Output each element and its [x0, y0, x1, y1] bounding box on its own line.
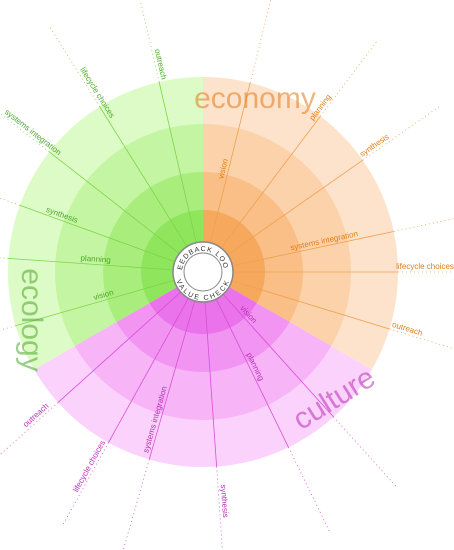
ray: [232, 231, 394, 267]
ray-label: planning: [80, 254, 111, 265]
ray-dotted: [0, 257, 9, 259]
ray-dotted: [62, 442, 109, 526]
ray-label: systems integration: [3, 108, 63, 158]
ray: [148, 300, 196, 460]
ray-label: outreach: [153, 48, 169, 80]
ray: [215, 298, 289, 448]
ray-dotted: [249, 0, 272, 83]
ray-label: synthesis: [358, 132, 390, 159]
ray-dotted: [122, 459, 150, 550]
ray-label: synthesis: [219, 484, 230, 518]
ray-dotted: [0, 325, 16, 331]
ray: [49, 151, 180, 254]
ray-dotted: [0, 402, 59, 456]
ray-dotted: [288, 447, 331, 533]
ray-dotted: [139, 0, 160, 83]
ray: [158, 81, 197, 243]
ray-label: lifecycle choices: [71, 439, 107, 494]
ray-dotted: [362, 105, 441, 161]
ray: [108, 298, 189, 443]
ray: [19, 204, 175, 263]
ray: [99, 106, 188, 247]
center-inner: [183, 252, 223, 292]
ray-dotted: [393, 218, 454, 232]
ray: [209, 82, 251, 243]
ray: [204, 301, 218, 467]
ray-dotted: [48, 25, 101, 107]
ray: [15, 279, 175, 327]
ray: [57, 291, 181, 403]
sector-title: ecology: [15, 268, 48, 371]
ray-dotted: [320, 40, 378, 117]
ray-dotted: [333, 416, 398, 488]
ray-label: outreach: [391, 320, 423, 338]
ray-label: outreach: [21, 401, 50, 429]
ray: [231, 280, 390, 330]
ray: [8, 257, 174, 271]
ray-dotted: [0, 197, 20, 206]
ray-label: lifecycle choices: [396, 262, 454, 271]
sector-title: economy: [194, 82, 316, 115]
ray: [222, 294, 334, 418]
ray: [227, 159, 363, 256]
ray: [220, 116, 321, 249]
